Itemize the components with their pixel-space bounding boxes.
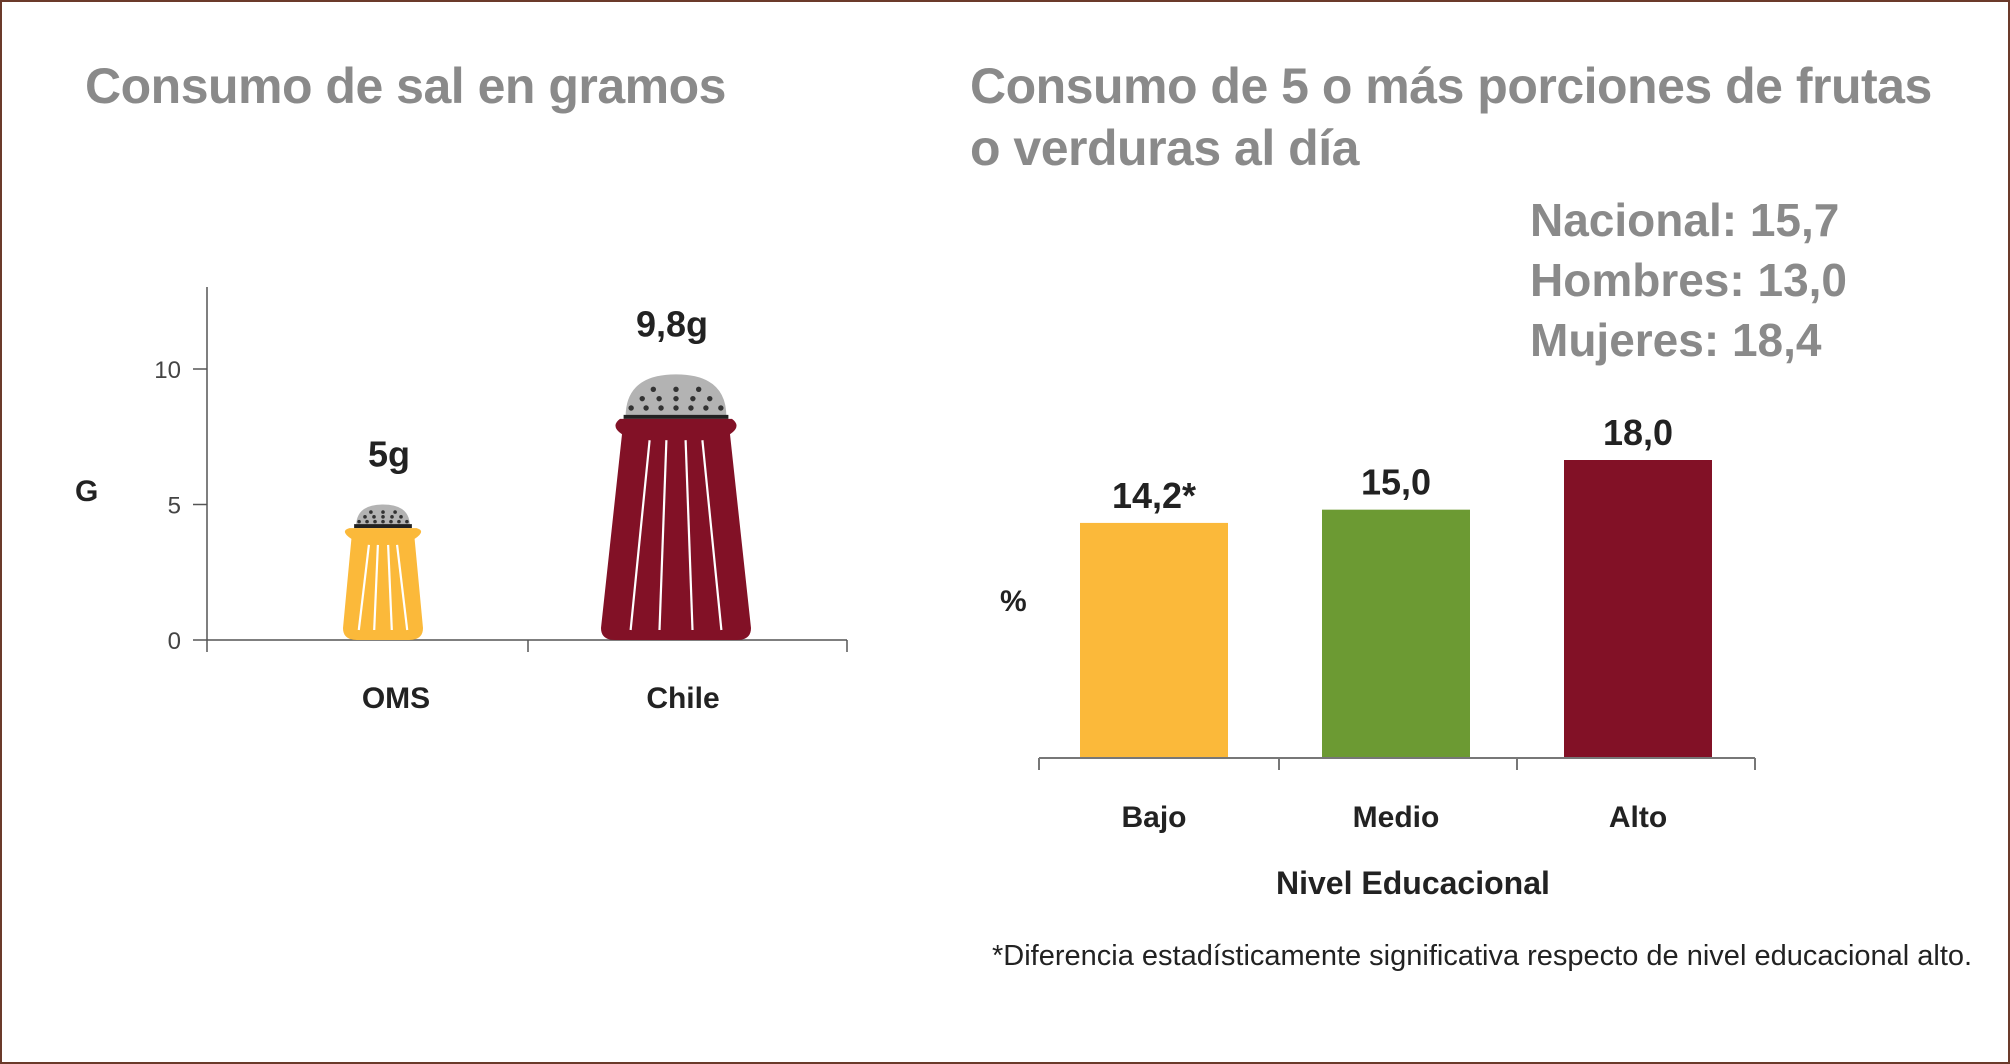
salt-shaker-hole — [673, 395, 679, 402]
salt-shaker-hole — [643, 405, 649, 411]
salt-shaker-body — [343, 528, 423, 640]
fruit-x-axis-title: Nivel Educacional — [1276, 865, 1550, 901]
salt-shaker-stripe — [629, 440, 651, 631]
salt-shaker-hole — [673, 405, 679, 411]
bar-alto — [1564, 460, 1712, 758]
salt-y-tick-label: 10 — [154, 357, 181, 384]
salt-shaker-hole — [372, 515, 376, 519]
salt-shaker-stripe — [701, 440, 723, 631]
salt-shaker-stripe — [357, 544, 371, 631]
fruit-chart-title: Consumo de 5 o más porciones de frutas o… — [970, 58, 1932, 176]
salt-shaker-hole — [650, 386, 657, 392]
salt-shaker-stripe — [387, 544, 393, 631]
salt-shaker-oms — [343, 504, 423, 640]
x-category-label: Alto — [1609, 801, 1667, 834]
salt-shaker-stripe — [395, 544, 409, 631]
salt-shaker-hole — [703, 405, 709, 411]
stat-women: Mujeres: 18,4 — [1530, 314, 1822, 366]
salt-category-label: OMS — [362, 682, 430, 715]
bar-value-label: 15,0 — [1361, 462, 1431, 503]
salt-y-tick-label: 5 — [168, 493, 181, 520]
salt-shaker-hole — [628, 405, 634, 411]
salt-shaker-hole — [656, 395, 662, 402]
salt-value-label: 9,8g — [636, 303, 708, 344]
salt-shaker-hole — [397, 519, 401, 524]
salt-shaker-hole — [405, 519, 409, 524]
fruit-y-axis-label: % — [1000, 585, 1027, 618]
salt-shaker-stripe — [373, 544, 379, 631]
salt-shaker-hole — [365, 519, 369, 524]
x-category-label: Bajo — [1121, 801, 1186, 834]
salt-shaker-hole — [695, 386, 702, 392]
salt-value-label: 5g — [368, 434, 410, 475]
salt-shaker-hole — [673, 386, 679, 392]
salt-y-tick-label: 0 — [168, 628, 181, 655]
salt-shaker-hole — [389, 519, 393, 524]
salt-shaker-hole — [639, 395, 645, 402]
salt-shaker-hole — [381, 515, 385, 519]
salt-shaker-hole — [369, 510, 373, 514]
salt-shaker-hole — [688, 405, 694, 411]
salt-category-label: Chile — [646, 682, 719, 715]
salt-shaker-stripe — [658, 440, 668, 631]
fruit-summary-stats: Nacional: 15,7 Hombres: 13,0 Mujeres: 18… — [1530, 190, 1847, 370]
bar-value-label: 14,2* — [1112, 475, 1196, 516]
stat-national: Nacional: 15,7 — [1530, 194, 1840, 246]
salt-shaker-hole — [718, 405, 724, 411]
salt-shaker-cap — [625, 374, 727, 417]
salt-y-axis-label: G — [75, 475, 99, 508]
salt-shaker-hole — [381, 519, 385, 524]
salt-shaker-hole — [357, 519, 361, 524]
salt-shaker-hole — [373, 519, 377, 524]
salt-shaker-hole — [393, 510, 397, 514]
salt-shaker-chile — [601, 374, 751, 640]
salt-shaker-hole — [658, 405, 664, 411]
x-category-label: Medio — [1353, 801, 1440, 834]
bar-value-label: 18,0 — [1603, 412, 1673, 453]
salt-shaker-stripe — [684, 440, 694, 631]
salt-shaker-hole — [363, 515, 367, 519]
salt-shaker-hole — [707, 395, 713, 402]
bar-bajo — [1080, 522, 1228, 758]
salt-chart-title: Consumo de sal en gramos — [85, 58, 726, 114]
stat-men: Hombres: 13,0 — [1530, 254, 1848, 306]
fruit-footnote: *Diferencia estadísticamente significati… — [992, 940, 1973, 972]
bar-medio — [1322, 509, 1470, 758]
salt-shaker-hole — [399, 515, 403, 519]
salt-shaker-hole — [381, 510, 385, 514]
salt-shaker-hole — [390, 515, 394, 519]
salt-shaker-hole — [690, 395, 696, 402]
salt-shaker-body — [601, 418, 751, 640]
